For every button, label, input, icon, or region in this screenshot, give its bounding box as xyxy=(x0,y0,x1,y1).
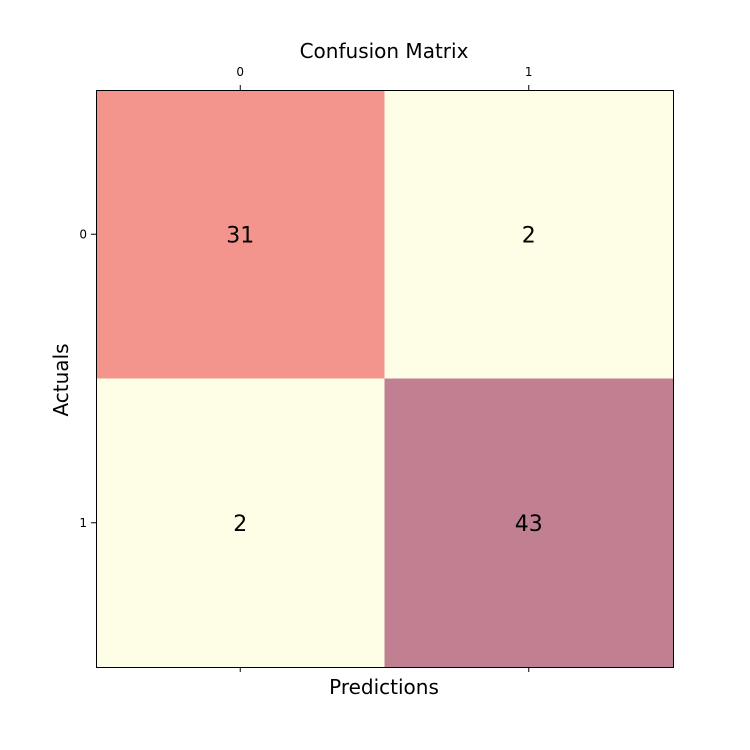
chart-title: Confusion Matrix xyxy=(300,39,469,63)
cell-0-0 xyxy=(96,90,385,379)
cell-value-1-1: 43 xyxy=(515,512,543,537)
y-axis-label: Actuals xyxy=(49,343,73,416)
cell-1-0 xyxy=(96,378,385,667)
axis-ticks: 0 1 0 1 xyxy=(79,65,533,672)
x-axis-label: Predictions xyxy=(329,675,439,699)
y-tick-label-0: 0 xyxy=(79,227,87,241)
cell-value-0-1: 2 xyxy=(522,223,536,248)
plot-frame xyxy=(96,90,674,668)
x-tick-label-0: 0 xyxy=(236,65,244,79)
cell-value-0-0: 31 xyxy=(226,223,254,248)
x-tick-label-1: 1 xyxy=(525,65,533,79)
cell-value-1-0: 2 xyxy=(233,512,247,537)
matrix-cells: 31 2 2 43 xyxy=(96,90,673,667)
cell-0-1 xyxy=(384,90,673,379)
y-tick-label-1: 1 xyxy=(79,516,87,530)
cell-1-1 xyxy=(384,378,673,667)
